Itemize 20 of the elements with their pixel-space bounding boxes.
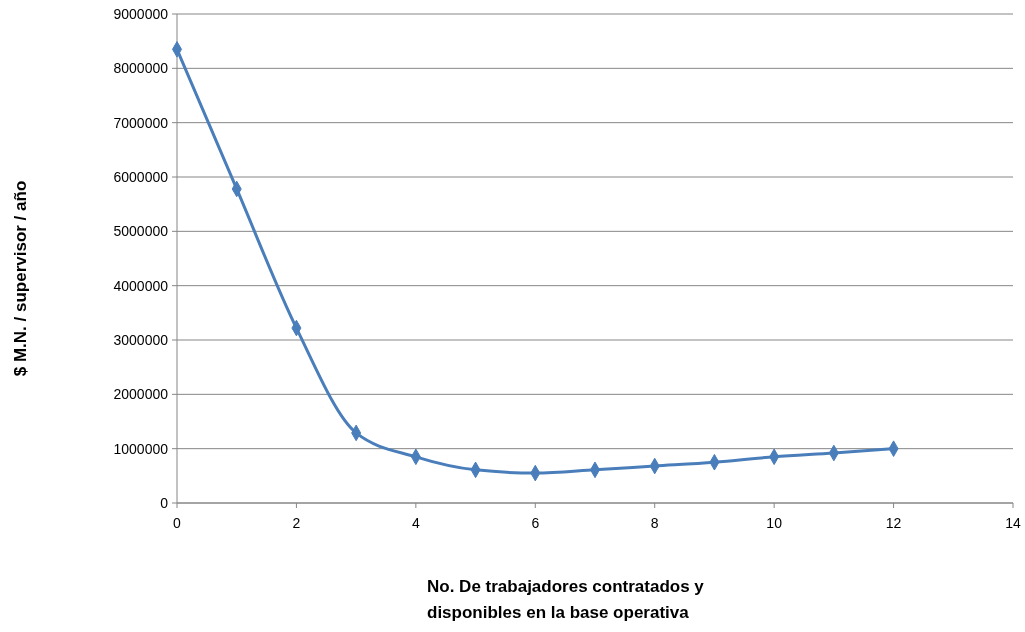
y-tick-label: 8000000 <box>113 60 169 77</box>
x-tick-label: 0 <box>173 515 182 531</box>
y-tick-label: 0 <box>160 494 169 511</box>
x-tick-label: 6 <box>531 515 540 531</box>
x-tick-label: 2 <box>292 515 301 531</box>
y-tick-label: 2000000 <box>113 386 169 403</box>
y-tick-label: 7000000 <box>113 114 169 131</box>
y-tick-label: 6000000 <box>113 168 169 185</box>
y-tick-label: 9000000 <box>113 5 169 22</box>
x-tick-label: 12 <box>885 515 902 531</box>
x-tick-label: 8 <box>650 515 659 531</box>
y-tick-label: 4000000 <box>113 277 169 294</box>
x-tick-label: 10 <box>766 515 783 531</box>
y-tick-label: 3000000 <box>113 331 169 348</box>
x-tick-label: 14 <box>1005 515 1021 531</box>
y-tick-label: 5000000 <box>113 223 169 240</box>
x-tick-label: 4 <box>411 515 420 531</box>
y-tick-label: 1000000 <box>113 440 169 457</box>
y-axis-title: $ M.N. / supervisor / año <box>11 180 30 377</box>
x-axis-title: No. De trabajadores contratados y disponibles en la base operativa <box>427 577 705 622</box>
